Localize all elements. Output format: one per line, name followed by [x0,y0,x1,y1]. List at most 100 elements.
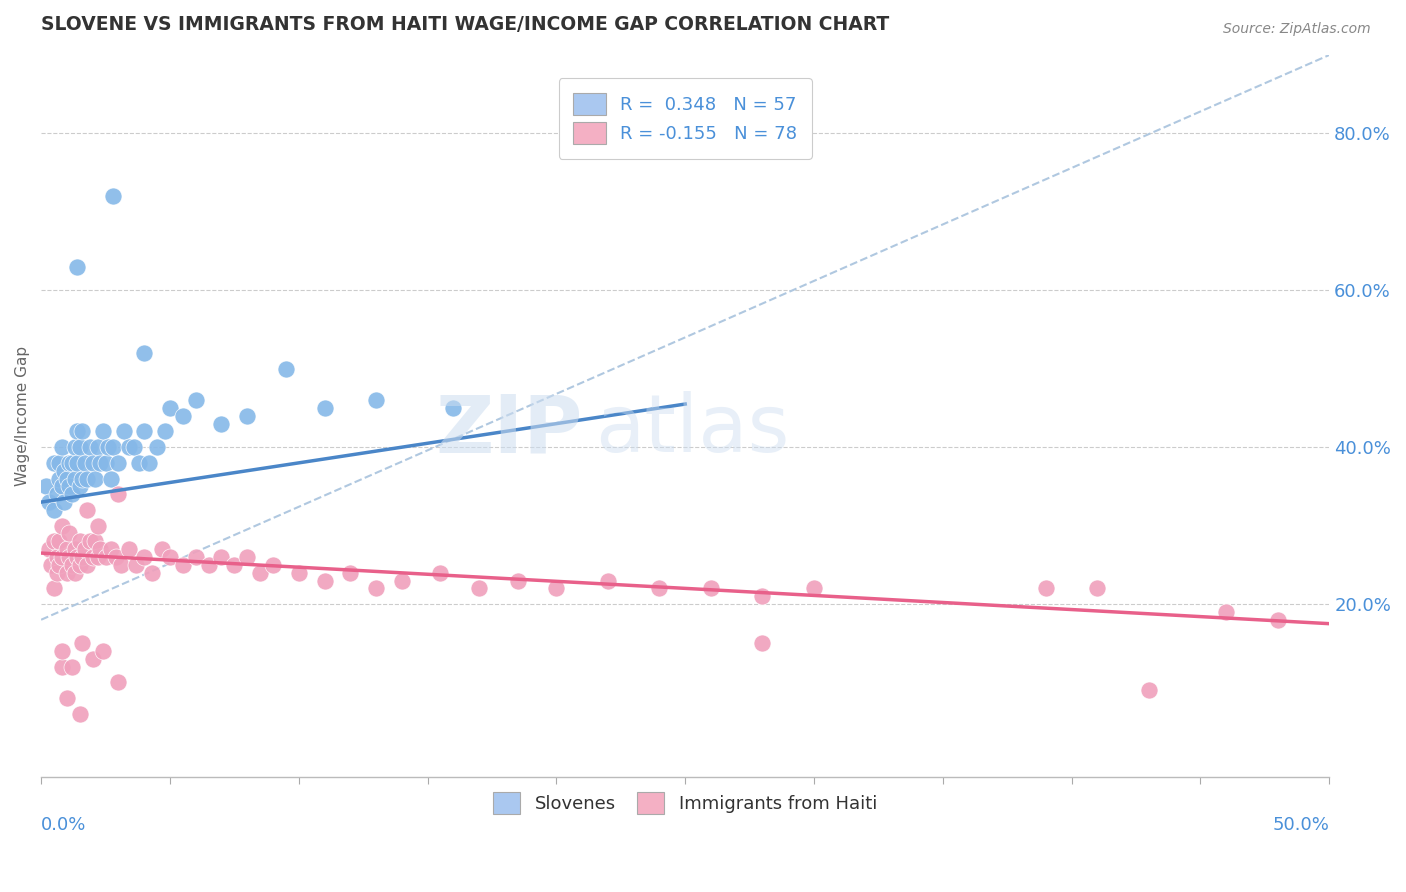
Point [35,479,58,493]
Point [107,675,129,690]
Point [84,472,107,486]
Point [103,189,125,203]
Point [63,440,86,454]
Point [63,542,86,557]
Point [45,487,67,501]
Point [751,589,773,603]
Point [274,361,297,376]
Point [100,472,122,486]
Point [138,456,160,470]
Point [56,691,79,706]
Point [184,549,207,564]
Point [51,518,73,533]
Point [69,706,91,721]
Point [249,566,271,580]
Point [76,558,98,572]
Point [60,558,83,572]
Text: SLOVENE VS IMMIGRANTS FROM HAITI WAGE/INCOME GAP CORRELATION CHART: SLOVENE VS IMMIGRANTS FROM HAITI WAGE/IN… [41,15,890,34]
Point [104,549,127,564]
Point [122,440,145,454]
Point [751,636,773,650]
Point [150,542,173,557]
Point [87,440,110,454]
Point [58,526,80,541]
Point [56,472,79,486]
Point [48,456,70,470]
Point [51,660,73,674]
Point [100,542,122,557]
Point [63,472,86,486]
Point [803,582,825,596]
Point [42,534,65,549]
Point [45,566,67,580]
Point [41,558,63,572]
Point [89,542,111,557]
Point [51,479,73,493]
Point [287,566,309,580]
Point [87,518,110,533]
Point [56,566,79,580]
Point [1035,582,1057,596]
Point [42,456,65,470]
Point [146,440,169,454]
Point [134,425,156,439]
Point [66,549,89,564]
Point [236,549,259,564]
Point [66,456,89,470]
Point [236,409,259,423]
Point [125,558,148,572]
Point [42,503,65,517]
Point [1215,605,1237,619]
Point [84,534,107,549]
Point [112,425,135,439]
Point [364,393,387,408]
Point [172,409,194,423]
Point [596,574,619,588]
Point [89,456,111,470]
Text: 0.0%: 0.0% [41,816,87,834]
Point [153,425,176,439]
Point [76,472,98,486]
Point [97,440,120,454]
Point [51,440,73,454]
Point [82,652,104,666]
Text: Source: ZipAtlas.com: Source: ZipAtlas.com [1223,22,1371,37]
Point [73,456,96,470]
Point [38,495,60,509]
Point [134,346,156,360]
Point [69,534,91,549]
Point [82,456,104,470]
Point [48,558,70,572]
Text: atlas: atlas [595,392,789,469]
Point [60,456,83,470]
Point [58,456,80,470]
Point [53,464,76,478]
Point [82,549,104,564]
Point [79,440,101,454]
Point [56,542,79,557]
Point [118,440,141,454]
Point [262,558,284,572]
Point [141,566,163,580]
Point [211,549,233,564]
Point [159,401,181,415]
Point [91,644,114,658]
Point [94,549,117,564]
Point [134,549,156,564]
Text: 50.0%: 50.0% [1272,816,1329,834]
Point [72,425,94,439]
Point [339,566,361,580]
Point [468,582,491,596]
Point [58,479,80,493]
Point [91,425,114,439]
Point [648,582,671,596]
Point [391,574,413,588]
Point [1267,613,1289,627]
Point [172,558,194,572]
Point [51,549,73,564]
Point [66,260,89,274]
Point [118,542,141,557]
Point [72,472,94,486]
Point [224,558,246,572]
Point [441,401,464,415]
